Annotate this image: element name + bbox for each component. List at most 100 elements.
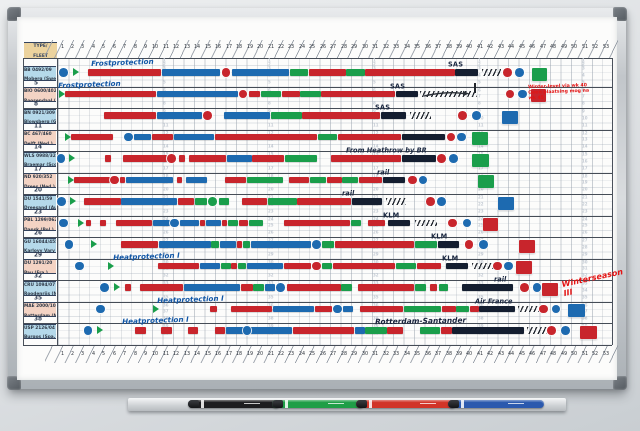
- magnet-strip-blue: [251, 241, 312, 248]
- top-week-scale-number: 8: [133, 43, 137, 50]
- pen-cap-ring: [369, 400, 372, 408]
- grid-row-number: 25: [582, 223, 588, 228]
- top-week-scale-number: 5: [102, 43, 106, 50]
- row-label-line2: Pau (Fra.): [23, 269, 48, 275]
- grid-row-number: 35: [477, 294, 484, 300]
- magnet-dot-blue: [59, 218, 69, 228]
- bottom-week-scale-number: 19: [246, 350, 253, 357]
- magnet-strip-red: [236, 241, 243, 248]
- pen-tray: [128, 398, 566, 411]
- magnet-strip-blue: [206, 219, 222, 227]
- magnet-strip-red: [308, 69, 346, 76]
- bottom-week-scale-number: 35: [414, 350, 421, 357]
- magnet-dot-blue: [418, 175, 428, 185]
- pen-cap-ring: [285, 400, 288, 408]
- grid-row-number: 27: [268, 238, 274, 243]
- group-separator-line: [23, 344, 613, 346]
- bottom-week-scale-number: 51: [581, 350, 588, 357]
- magnet-strip-navy: [401, 133, 446, 141]
- top-week-scale-number: 42: [487, 43, 494, 50]
- start-arrow-marker: [68, 175, 75, 184]
- row-number: 29: [34, 251, 43, 258]
- grid-row-number: 29: [268, 251, 274, 257]
- row-label-line2: Delft (Ned.): [23, 140, 53, 146]
- grid-row-number: 32: [582, 273, 588, 278]
- grid-row-number: 17: [372, 165, 379, 171]
- grid-row-number: 6: [582, 87, 585, 93]
- marker-pen-green: [272, 400, 364, 408]
- grid-row-number: 20: [477, 187, 484, 192]
- group-separator-line: [23, 215, 613, 217]
- grid-row-number: 8: [163, 101, 167, 106]
- magnet-strip-green: [404, 305, 442, 313]
- top-week-scale-number: 53: [602, 43, 609, 50]
- magnet-dot-blue: [551, 304, 561, 314]
- magnet-strip-red: [100, 219, 106, 227]
- annotation-klm: KLM: [383, 211, 400, 219]
- magnet-strip-red: [283, 262, 312, 270]
- magnet-square-green: [472, 153, 489, 167]
- magnet-strip-green: [419, 327, 440, 334]
- row-number: 17: [34, 165, 43, 172]
- grid-row-number: 1: [372, 58, 376, 63]
- magnet-square-red: [516, 261, 532, 275]
- top-week-scale-number: 3: [81, 43, 85, 50]
- magnet-strip-red: [71, 133, 114, 141]
- label-grid-divider-line: [56, 58, 58, 345]
- magnet-strip-blue: [156, 90, 238, 98]
- magnet-strip-red: [176, 176, 183, 184]
- row-label-line1: WLS 0988/325: [23, 152, 57, 158]
- grid-row-number: 14: [582, 144, 588, 149]
- magnet-strip-red: [221, 219, 228, 227]
- magnet-strip-red: [134, 327, 146, 334]
- magnet-strip-green: [456, 305, 470, 313]
- bottom-week-scale-number: 40: [466, 350, 473, 357]
- grid-row-number: 10: [582, 115, 588, 121]
- top-week-scale-number: 21: [267, 43, 274, 50]
- drawn-tick: [474, 82, 476, 93]
- grid-row-number: 39: [163, 324, 169, 329]
- magnet-dot-red: [539, 304, 548, 314]
- magnet-strip-blue: [126, 176, 174, 184]
- grid-row-number: 11: [372, 122, 379, 128]
- magnet-strip-red: [357, 284, 414, 291]
- bottom-week-scale-number: 8: [133, 350, 137, 357]
- pen-cap-ring: [201, 400, 204, 408]
- hatched-tape: [410, 112, 432, 119]
- magnet-strip-green: [342, 176, 359, 184]
- magnet-strip-red: [470, 305, 479, 313]
- top-week-scale-number: 43: [497, 43, 504, 50]
- grid-row-number: 9: [582, 109, 585, 114]
- top-week-scale-number: 24: [298, 43, 306, 50]
- magnet-strip-green: [267, 198, 297, 205]
- annotation-air-france: Air France: [475, 297, 513, 305]
- grid-row-number: 2: [268, 61, 271, 67]
- hatched-tape: [419, 90, 478, 98]
- magnet-dot-blue: [448, 154, 458, 163]
- magnet-strip-red: [440, 327, 452, 334]
- bottom-week-scale-number: 2: [71, 350, 75, 357]
- grid-row-number: 27: [163, 238, 169, 243]
- hatched-tape: [518, 305, 540, 313]
- grid-row-number: 5: [582, 79, 585, 85]
- grid-row-number: 1: [582, 58, 585, 63]
- magnet-dot-red: [425, 197, 435, 206]
- grid-row-number: 24: [477, 216, 484, 222]
- group-separator-line: [23, 151, 613, 153]
- magnet-strip-red: [330, 155, 402, 162]
- annotation-winter-level-via-wk-40-geen-plaatsing-mog-na-wk-45: Winter-level via wk 40 Geen plaatsing mo…: [527, 82, 589, 101]
- bottom-week-scale-number: 21: [267, 350, 274, 357]
- bottom-week-scale-number: 32: [382, 350, 389, 357]
- start-arrow-marker: [107, 261, 114, 270]
- row-label-cell: BC 467/460 Delft (Ned.): [23, 130, 56, 146]
- pen-print-mark: [508, 403, 524, 405]
- row-label-cell: WLS 0988/325 Braemar (Sco.): [23, 151, 57, 167]
- grid-row-number: 12: [372, 130, 379, 136]
- magnet-strip-red: [189, 155, 227, 162]
- grid-row-number: 11: [582, 122, 588, 128]
- magnet-strip-green: [220, 262, 231, 270]
- magnet-strip-blue: [152, 219, 170, 227]
- annotation-klm: KLM: [441, 254, 459, 262]
- magnet-strip-red: [334, 241, 414, 248]
- magnet-dot-blue: [57, 197, 66, 206]
